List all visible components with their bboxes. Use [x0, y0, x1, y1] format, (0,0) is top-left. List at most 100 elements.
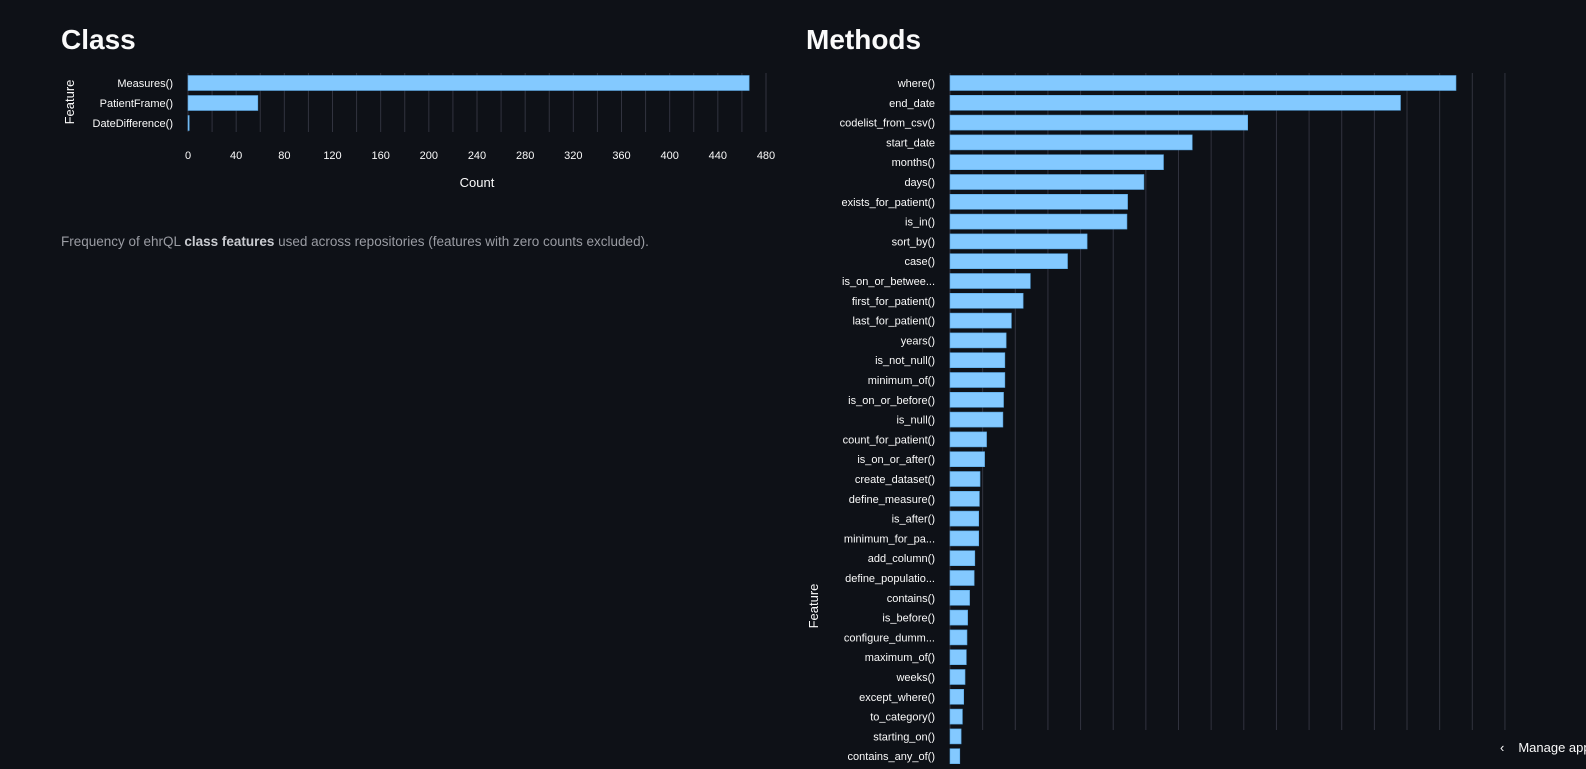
methods-category-label: define_measure(): [849, 494, 935, 506]
class-title: Class: [61, 24, 136, 55]
methods-category-label: is_before(): [882, 613, 935, 625]
methods-category-label: months(): [892, 157, 935, 169]
methods-bar: [949, 95, 1401, 111]
methods-category-label: contains(): [887, 593, 935, 605]
methods-category-label: starting_on(): [873, 731, 935, 743]
methods-category-label: is_after(): [892, 514, 935, 526]
caption-prefix: Frequency of ehrQL: [61, 234, 185, 249]
methods-category-label: codelist_from_csv(): [840, 118, 935, 130]
methods-category-label: years(): [901, 335, 935, 347]
class-x-tick-label: 360: [612, 150, 630, 162]
class-x-tick-label: 200: [420, 150, 438, 162]
methods-category-label: minimum_of(): [868, 375, 935, 387]
methods-bar: [949, 391, 1004, 408]
methods-category-label: where(): [897, 78, 935, 90]
class-category-label: Measures(): [117, 78, 173, 90]
methods-title: Methods: [806, 24, 922, 55]
class-chart-caption: Frequency of ehrQL class features used a…: [61, 234, 649, 249]
methods-bar: [949, 253, 1068, 269]
methods-bar: [949, 688, 965, 705]
methods-category-label: count_for_patient(): [843, 434, 935, 446]
methods-bar: [949, 233, 1088, 250]
methods-category-label: last_for_patient(): [852, 316, 935, 328]
methods-category-label: configure_dumm...: [844, 632, 935, 644]
methods-category-label: maximum_of(): [865, 652, 935, 664]
class-y-axis-title: Feature: [62, 80, 77, 125]
methods-bar: [949, 411, 1004, 428]
manage-app-label: Manage app: [1518, 740, 1586, 755]
class-bar: [187, 75, 750, 91]
class-bar: [187, 115, 190, 131]
methods-bar: [949, 174, 1145, 190]
methods-category-label: exists_for_patient(): [841, 197, 935, 209]
methods-category-label: first_for_patient(): [852, 296, 935, 308]
methods-category-label: is_null(): [896, 415, 935, 427]
class-x-tick-label: 320: [564, 150, 582, 162]
methods-bar: [949, 114, 1249, 131]
class-x-tick-label: 280: [516, 150, 534, 162]
class-x-tick-label: 40: [230, 150, 242, 162]
methods-bar: [949, 213, 1128, 230]
methods-bar: [949, 75, 1457, 91]
methods-category-label: is_in(): [905, 217, 935, 229]
methods-bar: [949, 332, 1007, 349]
methods-bar: [949, 510, 980, 527]
class-x-tick-label: 400: [660, 150, 678, 162]
methods-category-label: create_dataset(): [855, 474, 935, 486]
methods-bar: [949, 471, 981, 487]
methods-bar: [949, 748, 961, 765]
methods-category-label: is_not_null(): [875, 355, 935, 367]
class-x-tick-label: 440: [709, 150, 727, 162]
class-x-tick-label: 160: [371, 150, 389, 162]
methods-category-label: minimum_for_pa...: [844, 533, 935, 545]
methods-bar: [949, 134, 1193, 151]
caption-bold: class features: [184, 234, 275, 249]
class-category-label: PatientFrame(): [100, 98, 173, 110]
methods-category-label: is_on_or_after(): [857, 454, 935, 466]
methods-bar: [949, 550, 976, 567]
methods-bar: [949, 273, 1031, 289]
methods-category-label: except_where(): [859, 692, 935, 704]
methods-bar: [949, 609, 968, 626]
methods-category-label: start_date: [886, 137, 935, 149]
methods-bar: [949, 154, 1164, 170]
methods-bar: [949, 372, 1006, 388]
class-x-tick-label: 80: [278, 150, 290, 162]
methods-category-label: contains_any_of(): [848, 751, 935, 763]
methods-bar: [949, 728, 962, 745]
methods-bar: [949, 589, 970, 606]
class-x-tick-label: 240: [468, 150, 486, 162]
class-x-axis-title: Count: [460, 175, 495, 190]
methods-category-label: define_populatio...: [845, 573, 935, 585]
methods-bar: [949, 431, 987, 448]
caption-suffix: used across repositories (features with …: [274, 234, 649, 249]
methods-category-label: days(): [904, 177, 935, 189]
methods-category-label: sort_by(): [892, 236, 935, 248]
methods-bar: [949, 194, 1128, 210]
methods-category-label: to_category(): [870, 712, 935, 724]
methods-bar: [949, 451, 985, 468]
methods-bar: [949, 292, 1024, 309]
methods-category-label: is_on_or_betwee...: [842, 276, 935, 288]
methods-category-label: weeks(): [895, 672, 935, 684]
methods-category-label: case(): [904, 256, 935, 268]
manage-app-button[interactable]: ‹ Manage app: [1500, 740, 1586, 755]
methods-bar: [949, 490, 980, 507]
class-bar: [187, 95, 259, 111]
methods-bar: [949, 669, 966, 685]
methods-bar: [949, 352, 1006, 369]
methods-bar: [949, 312, 1012, 329]
chevron-left-icon: ‹: [1500, 740, 1505, 755]
methods-category-label: is_on_or_before(): [848, 395, 935, 407]
class-x-tick-label: 120: [323, 150, 341, 162]
methods-category-label: end_date: [889, 98, 935, 110]
class-x-tick-label: 480: [757, 150, 775, 162]
class-x-tick-label: 0: [185, 150, 191, 162]
methods-bar: [949, 629, 968, 646]
methods-y-axis-title: Feature: [806, 584, 821, 629]
methods-bar: [949, 570, 975, 586]
methods-bar: [949, 708, 963, 725]
methods-bar: [949, 530, 980, 547]
